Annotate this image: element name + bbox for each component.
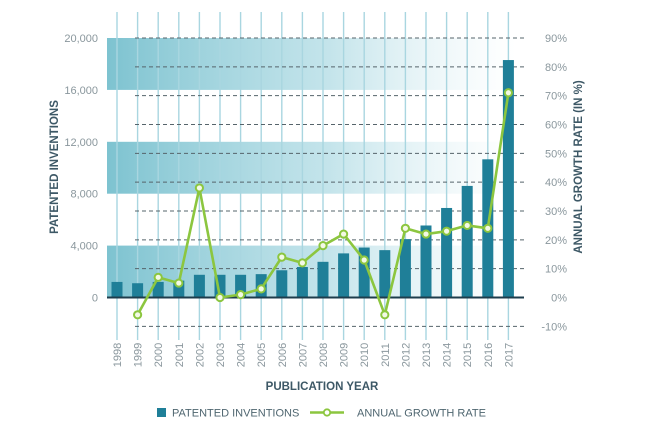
- bar-2017: [502, 60, 514, 298]
- left-axis-ticks: 0 4,000 8,000 12,000 16,000 20,000: [64, 33, 98, 305]
- bar-2004: [235, 274, 247, 298]
- x-tick-label: 2011: [380, 343, 392, 367]
- left-tick-label: 0: [92, 293, 98, 305]
- shaded-band-0: [107, 245, 516, 298]
- right-tick-label: 20%: [545, 235, 567, 247]
- line-series: [133, 88, 513, 320]
- bar-2015: [461, 185, 473, 298]
- left-tick-label: 8,000: [70, 189, 98, 201]
- right-tick-label: 60%: [545, 120, 567, 132]
- right-tick-label: 40%: [545, 177, 567, 189]
- x-tick-label: 2012: [400, 343, 412, 367]
- growth-point-2001: [174, 278, 184, 288]
- legend-swatch-bars: [157, 408, 166, 417]
- growth-point-2013: [421, 229, 431, 239]
- bar-2014: [441, 207, 453, 298]
- growth-point-2006: [277, 252, 287, 262]
- x-tick-label: 2003: [215, 343, 227, 367]
- shaded-band-1: [107, 141, 516, 194]
- growth-point-2010: [359, 255, 369, 265]
- x-tick-label: 2014: [442, 343, 454, 367]
- growth-point-2015: [462, 220, 472, 231]
- legend-swatch-marker: [322, 408, 332, 417]
- legend-label-line: ANNUAL GROWTH RATE: [357, 408, 486, 420]
- bar-2002: [193, 274, 205, 298]
- x-tick-label: 2016: [483, 343, 495, 367]
- x-tick-label: 2009: [339, 343, 351, 367]
- x-tick-label: 2005: [256, 343, 268, 367]
- right-tick-label: 80%: [545, 62, 567, 74]
- right-tick-label: 90%: [545, 33, 567, 45]
- left-tick-label: 20,000: [64, 33, 98, 45]
- right-axis-ticks: -10% 0% 10% 20% 30% 40% 50% 60% 70% 80% 90%: [541, 33, 567, 333]
- x-axis-ticks: 1998 1999 2000 2001 2002 2003 2004 2005 2006 2007…: [112, 343, 515, 367]
- growth-point-2012: [400, 223, 410, 233]
- growth-point-2009: [339, 229, 349, 239]
- bar-1998: [111, 281, 123, 298]
- growth-point-2014: [442, 226, 452, 236]
- x-tick-label: 2006: [277, 343, 289, 367]
- growth-point-2007: [297, 258, 307, 268]
- growth-point-2016: [483, 223, 493, 233]
- right-tick-label: 30%: [545, 206, 567, 218]
- bar-2009: [338, 253, 350, 298]
- bar-2013: [420, 225, 432, 298]
- right-tick-label: 70%: [545, 91, 567, 103]
- shaded-bands: [107, 38, 516, 298]
- bar-2000: [152, 281, 164, 298]
- bar-2006: [276, 270, 288, 298]
- growth-point-2005: [256, 284, 266, 294]
- growth-point-2002: [194, 183, 204, 193]
- x-tick-label: 2007: [297, 343, 309, 367]
- growth-point-2017: [503, 88, 513, 98]
- bar-2010: [358, 247, 370, 298]
- horizontal-gridlines: [135, 37, 524, 327]
- bar-2011: [379, 250, 391, 298]
- bar-1999: [132, 283, 144, 298]
- x-tick-label: 2015: [462, 343, 474, 367]
- left-tick-label: 4,000: [70, 241, 98, 253]
- growth-point-2008: [318, 241, 328, 251]
- bar-2003: [214, 274, 226, 298]
- growth-point-2004: [236, 290, 246, 300]
- growth-point-1999: [133, 310, 143, 320]
- y-axis-title: PATENTED INVENTIONS: [49, 100, 61, 234]
- growth-point-2000: [153, 272, 163, 282]
- right-tick-label: 10%: [545, 264, 567, 276]
- x-tick-label: 2000: [153, 343, 165, 367]
- x-tick-label: 2017: [503, 343, 515, 367]
- x-tick-label: 2004: [236, 343, 248, 367]
- x-tick-label: 1999: [133, 343, 145, 367]
- legend-label-bars: PATENTED INVENTIONS: [172, 408, 299, 420]
- bar-2008: [317, 261, 329, 298]
- x-tick-label: 2010: [359, 343, 371, 367]
- left-tick-label: 16,000: [64, 85, 98, 97]
- bar-2001: [173, 280, 185, 298]
- legend: PATENTED INVENTIONS ANNUAL GROWTH RATE: [157, 408, 486, 420]
- x-tick-label: 2013: [421, 343, 433, 367]
- right-tick-label: -10%: [541, 321, 567, 333]
- x-tick-label: 1998: [112, 343, 124, 367]
- right-tick-label: 50%: [545, 148, 567, 160]
- x-tick-label: 2002: [194, 343, 206, 367]
- bar-2007: [296, 267, 308, 298]
- shaded-band-2: [107, 38, 516, 90]
- right-tick-label: 0%: [551, 293, 567, 305]
- growth-point-2003: [215, 292, 225, 303]
- x-tick-label: 2001: [174, 343, 186, 367]
- y2-axis-title: ANNUAL GROWTH RATE (IN %): [573, 80, 585, 254]
- growth-point-2011: [380, 310, 390, 320]
- x-axis-title: PUBLICATION YEAR: [266, 381, 379, 393]
- bar-2012: [399, 239, 411, 298]
- left-tick-label: 12,000: [64, 137, 98, 149]
- x-tick-label: 2008: [318, 343, 330, 367]
